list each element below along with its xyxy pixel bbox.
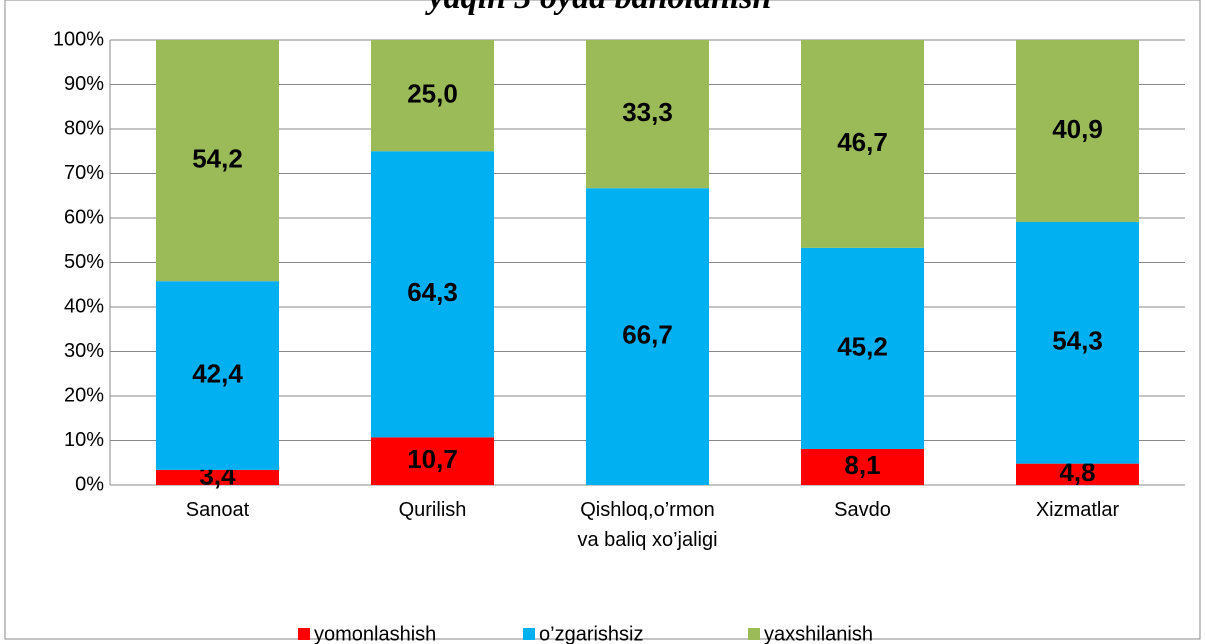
data-label: 10,7 xyxy=(407,444,458,474)
bar-segment xyxy=(801,448,924,485)
bar-segment xyxy=(1016,40,1139,223)
legend-label: yaxshilanish xyxy=(764,623,873,644)
x-tick-label: Qishloq,o’rmon va baliq xo’jaligi xyxy=(577,499,717,551)
y-tick-label: 0% xyxy=(75,473,104,495)
bar-segment xyxy=(1016,222,1139,464)
data-label: 8,1 xyxy=(844,450,880,480)
bar-segment xyxy=(801,247,924,449)
legend-swatch xyxy=(298,628,310,640)
y-tick-label: 80% xyxy=(64,117,104,139)
data-label: 33,3 xyxy=(622,97,673,127)
y-tick-label: 100% xyxy=(53,28,104,50)
data-label: 64,3 xyxy=(407,277,458,307)
data-label: 46,7 xyxy=(837,127,888,157)
data-label: 54,2 xyxy=(192,143,243,173)
data-label: 66,7 xyxy=(622,319,673,349)
legend-swatch xyxy=(523,628,535,640)
x-tick-label: Sanoat xyxy=(186,499,250,521)
y-tick-label: 70% xyxy=(64,162,104,184)
data-label: 54,3 xyxy=(1052,326,1103,356)
data-label: 25,0 xyxy=(407,79,458,109)
bar-segment xyxy=(371,40,494,152)
y-tick-label: 20% xyxy=(64,384,104,406)
bar-segment xyxy=(586,188,709,485)
y-tick-label: 90% xyxy=(64,73,104,95)
bar-segment xyxy=(586,40,709,189)
bar-segment xyxy=(371,437,494,485)
x-tick-label: Savdo xyxy=(834,499,891,521)
legend-label: o’zgarishsiz xyxy=(539,623,643,644)
data-label: 42,4 xyxy=(192,358,243,388)
bar-segment xyxy=(156,281,279,470)
x-tick-label: Qurilish xyxy=(399,499,467,521)
legend-label: yomonlashish xyxy=(314,623,436,644)
bar-segment xyxy=(801,40,924,248)
legend-swatch xyxy=(748,628,760,640)
y-tick-label: 40% xyxy=(64,295,104,317)
y-tick-label: 50% xyxy=(64,251,104,273)
bar-segment xyxy=(156,469,279,485)
data-label: 40,9 xyxy=(1052,114,1103,144)
bar-segment xyxy=(371,151,494,438)
y-tick-label: 60% xyxy=(64,206,104,228)
data-label: 45,2 xyxy=(837,331,888,361)
x-tick-label: Xizmatlar xyxy=(1036,499,1120,521)
y-tick-label: 30% xyxy=(64,340,104,362)
bar-segment xyxy=(156,40,279,282)
chart-title: yaqin 3 oyda baholanish xyxy=(425,0,772,16)
y-tick-label: 10% xyxy=(64,429,104,451)
bar-segment xyxy=(1016,463,1139,485)
